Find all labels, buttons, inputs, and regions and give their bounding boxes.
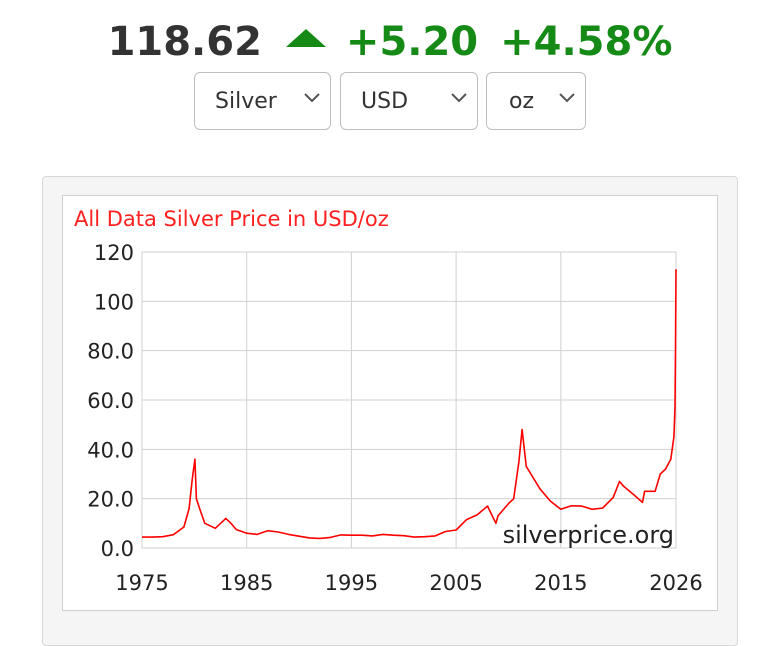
chart-frame (62, 195, 718, 611)
price-change-percent: +4.58% (500, 19, 673, 65)
price-change: +5.20 (345, 19, 479, 65)
y-tick-label: 100 (94, 290, 134, 314)
current-price: 118.62 (107, 19, 262, 65)
chevron-down-icon (451, 93, 467, 103)
metal-select[interactable]: Silver (194, 72, 331, 130)
x-axis: 1975 1985 1995 2005 2015 2026 (115, 571, 702, 595)
price-header: 118.62 +5.20 +4.58% (0, 14, 780, 70)
metal-select-value: Silver (215, 89, 277, 114)
y-tick-label: 0.0 (101, 537, 134, 561)
unit-select-value: oz (509, 89, 535, 114)
up-arrow-icon (285, 29, 326, 47)
watermark: silverprice.org (503, 521, 674, 549)
chevron-down-icon (304, 93, 320, 103)
x-tick-label: 1995 (325, 571, 378, 595)
x-tick-label: 1975 (115, 571, 168, 595)
y-tick-label: 20.0 (87, 488, 134, 512)
x-tick-label: 2005 (429, 571, 482, 595)
unit-select[interactable]: oz (486, 72, 586, 130)
silver-price-line (142, 269, 677, 540)
y-tick-label: 60.0 (87, 389, 134, 413)
x-tick-label: 2026 (649, 571, 702, 595)
y-tick-label: 120 (94, 241, 134, 265)
chart-title: All Data Silver Price in USD/oz (74, 207, 389, 231)
y-tick-label: 80.0 (87, 340, 134, 364)
currency-select[interactable]: USD (340, 72, 478, 130)
chevron-down-icon (559, 93, 575, 103)
x-tick-label: 1985 (220, 571, 273, 595)
chart-grid (141, 251, 677, 549)
price-chart: All Data Silver Price in USD/oz 0.0 20.0 4… (74, 207, 703, 595)
x-tick-label: 2015 (534, 571, 587, 595)
y-axis: 0.0 20.0 40.0 60.0 80.0 100 120 (87, 241, 134, 561)
y-tick-label: 40.0 (87, 438, 134, 462)
currency-select-value: USD (361, 89, 409, 114)
